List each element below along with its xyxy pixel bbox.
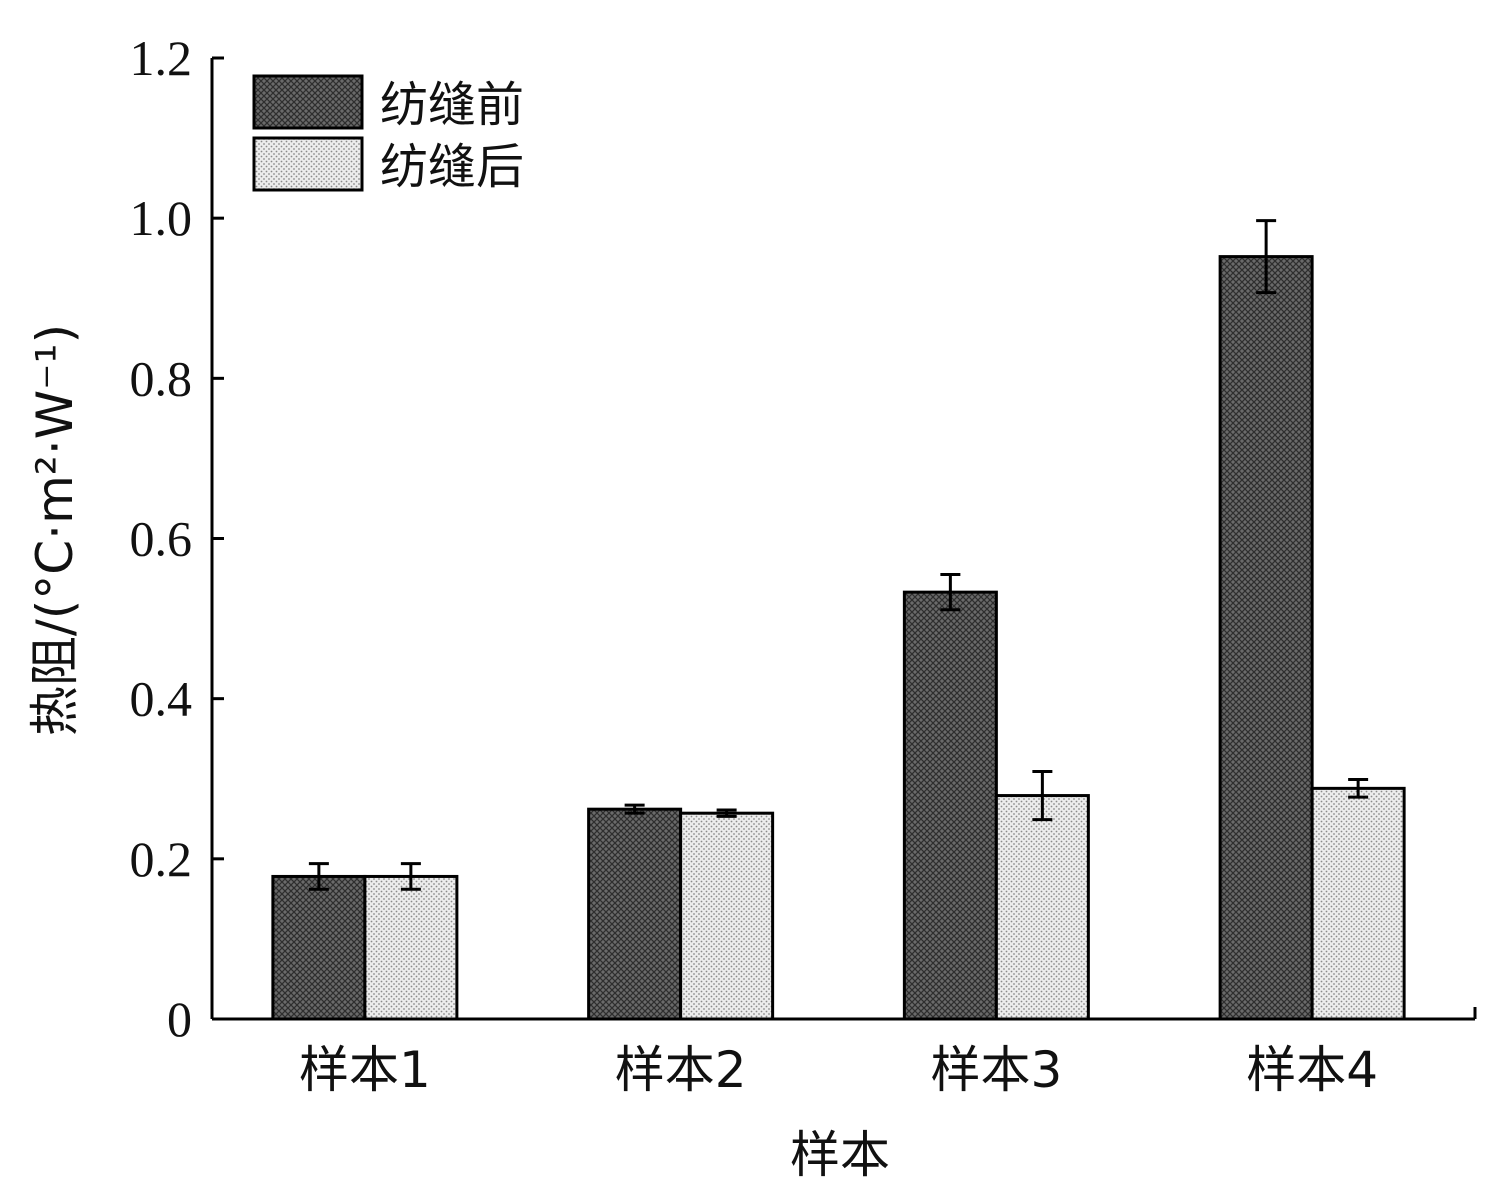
x-tick-label: 样本1 — [299, 1041, 431, 1099]
legend-label-before: 纺缝前 — [380, 77, 524, 133]
error-bars-group — [308, 219, 1369, 891]
legend-swatch-before — [252, 74, 364, 130]
bar-after — [679, 811, 775, 1021]
legend-swatch-after — [252, 136, 364, 192]
x-tick-labels-group: 样本1 样本2 样本3 样本4 — [299, 1041, 1378, 1099]
y-tick-label: 0.8 — [130, 350, 193, 406]
y-tick-label: 1.2 — [130, 30, 193, 86]
legend: 纺缝前 纺缝后 — [252, 74, 524, 195]
legend-label-after: 纺缝后 — [380, 139, 524, 195]
x-axis-title: 样本 — [790, 1126, 890, 1184]
bars-group — [271, 255, 1406, 1021]
bar-after — [1310, 786, 1406, 1021]
bar-before — [271, 874, 367, 1021]
x-tick-label: 样本4 — [1246, 1041, 1378, 1099]
bar-after — [994, 794, 1090, 1021]
y-axis-title: 热阻/(°C·m²·W⁻¹) — [26, 324, 84, 736]
bar-before — [1218, 255, 1314, 1021]
y-tick-label: 0.4 — [130, 671, 193, 727]
y-tick-label: 1.0 — [130, 190, 193, 246]
y-ticks-group: 0 0.2 0.4 0.6 0.8 1.0 1.2 — [130, 30, 224, 1047]
y-tick-label: 0.6 — [130, 511, 193, 567]
y-tick-label: 0 — [167, 991, 192, 1047]
bar-before — [587, 807, 683, 1021]
x-tick-label: 样本3 — [930, 1041, 1062, 1099]
y-tick-label: 0.2 — [130, 831, 193, 887]
x-tick-label: 样本2 — [615, 1041, 747, 1099]
bar-after — [363, 874, 459, 1021]
bar-before — [902, 590, 998, 1021]
